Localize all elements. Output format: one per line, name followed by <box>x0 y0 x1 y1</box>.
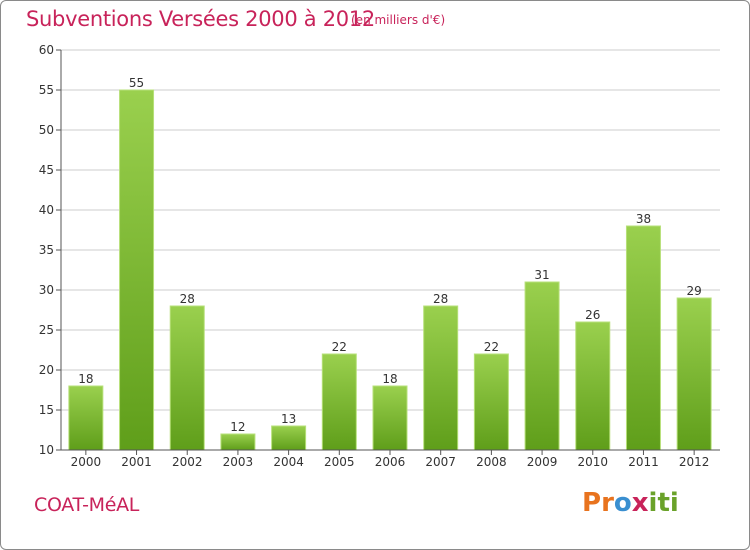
bar <box>676 297 712 451</box>
x-tick-label: 2004 <box>273 455 304 469</box>
data-label: 28 <box>433 292 448 306</box>
y-tick-label: 40 <box>39 203 54 217</box>
bar <box>271 425 307 451</box>
commune-name: COAT-MéAL <box>34 494 140 516</box>
y-tick-label: 10 <box>39 443 54 457</box>
x-tick-label: 2008 <box>476 455 507 469</box>
bar <box>423 305 459 451</box>
x-tick-label: 2007 <box>425 455 456 469</box>
y-tick-label: 20 <box>39 363 54 377</box>
y-tick-label: 55 <box>39 83 54 97</box>
x-tick-label: 2001 <box>121 455 152 469</box>
data-label: 28 <box>180 292 195 306</box>
y-tick-label: 45 <box>39 163 54 177</box>
chart-subtitle: (en milliers d'€) <box>351 13 446 27</box>
logo-letter: t <box>657 488 670 518</box>
x-tick-label: 2009 <box>527 455 558 469</box>
data-label: 22 <box>332 340 347 354</box>
logo-letter: o <box>613 488 632 518</box>
data-label: 31 <box>534 268 549 282</box>
y-tick-label: 15 <box>39 403 54 417</box>
x-tick-label: 2012 <box>679 455 710 469</box>
x-tick-label: 2002 <box>172 455 203 469</box>
data-label: 22 <box>484 340 499 354</box>
x-tick-label: 2000 <box>71 455 102 469</box>
y-tick-label: 60 <box>39 43 54 57</box>
logo-letter: r <box>601 488 614 518</box>
data-label: 18 <box>78 372 93 386</box>
bar <box>625 225 661 451</box>
chart-title: Subventions Versées 2000 à 2012 <box>26 7 375 31</box>
data-label: 29 <box>687 284 702 298</box>
bar <box>119 89 155 451</box>
bar <box>575 321 611 451</box>
bar <box>372 385 408 451</box>
bar <box>169 305 205 451</box>
data-label: 12 <box>230 420 245 434</box>
bars-group: 18 55 28 12 13 22 18 28 22 31 26 38 29 <box>68 76 712 451</box>
y-tick-label: 30 <box>39 283 54 297</box>
logo-letter: i <box>669 488 679 518</box>
y-tick-label: 50 <box>39 123 54 137</box>
logo-letter: i <box>648 488 658 518</box>
data-label: 55 <box>129 76 144 90</box>
data-label: 13 <box>281 412 296 426</box>
x-tick-label: 2005 <box>324 455 355 469</box>
x-tick-label: 2003 <box>223 455 254 469</box>
data-label: 18 <box>382 372 397 386</box>
axes: 10 15 20 25 30 35 40 45 50 55 60 2000 2001 2002 2003 20… <box>39 43 720 469</box>
bar <box>473 353 509 451</box>
x-tick-label: 2006 <box>375 455 406 469</box>
data-label: 26 <box>585 308 600 322</box>
y-tick-label: 25 <box>39 323 54 337</box>
y-tick-label: 35 <box>39 243 54 257</box>
logo-letter: P <box>582 488 602 518</box>
proxiti-logo[interactable]: Proxiti <box>582 488 679 518</box>
x-tick-label: 2010 <box>577 455 608 469</box>
bar <box>524 281 560 451</box>
data-label: 38 <box>636 212 651 226</box>
bar <box>220 433 256 451</box>
bar <box>68 385 104 451</box>
x-tick-label: 2011 <box>628 455 659 469</box>
bar <box>321 353 357 451</box>
logo-letter: x <box>631 488 649 518</box>
